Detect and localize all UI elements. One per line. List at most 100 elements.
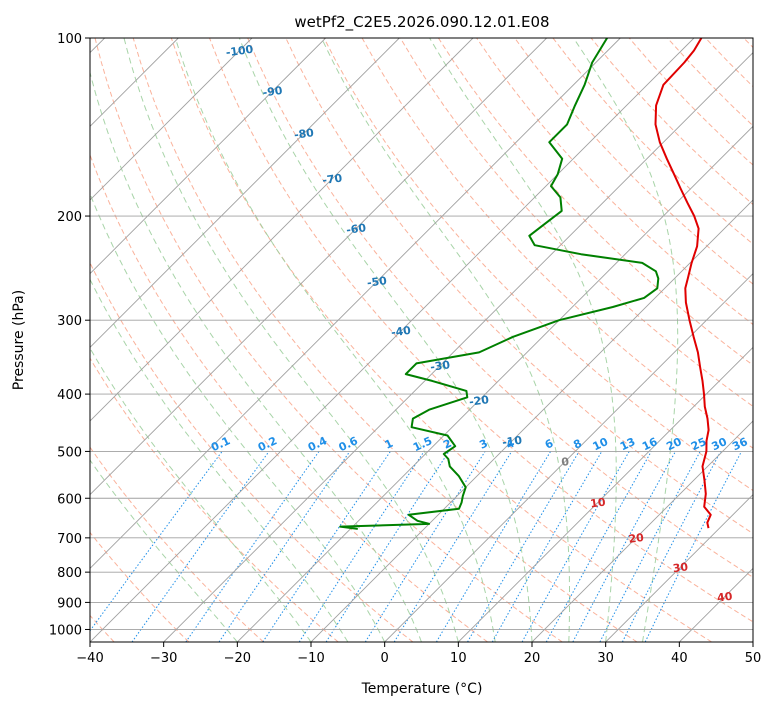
mixing-ratio-line — [131, 451, 270, 642]
isotherm-line — [90, 38, 547, 496]
mixing-ratio-line — [393, 451, 513, 642]
dry-adiabat — [667, 38, 753, 127]
mixing-ratio-label: 13 — [618, 435, 637, 453]
x-tick-label: 20 — [524, 651, 541, 666]
dry-adiabat — [514, 38, 753, 285]
mixing-ratio-line — [325, 451, 450, 642]
mixing-ratio-line — [218, 451, 351, 642]
dry-adiabat — [90, 446, 264, 642]
isotherm-line — [310, 199, 753, 642]
isotherm-label: -30 — [429, 358, 451, 374]
x-tick-label: −30 — [150, 651, 177, 666]
isotherm-label: 10 — [589, 495, 606, 510]
isotherm-line — [90, 38, 695, 642]
x-axis-label: Temperature (°C) — [361, 681, 483, 697]
dry-adiabat — [399, 38, 753, 408]
mixing-ratio-label: 6 — [543, 437, 556, 452]
moist-adiabat — [573, 38, 679, 642]
isotherm-label: 40 — [716, 590, 733, 605]
plot-frame — [89, 37, 754, 643]
isotherm-grid — [90, 38, 753, 642]
isotherm-label: 30 — [672, 560, 689, 575]
isotherm-label: 0 — [561, 455, 571, 469]
mixing-ratio-label: 16 — [640, 435, 660, 453]
dry-adiabat — [247, 38, 753, 578]
y-tick-label: 600 — [57, 492, 82, 507]
mixing-ratio-line — [644, 451, 742, 642]
isotherm-label: -80 — [293, 126, 315, 142]
y-tick-label: 300 — [57, 314, 82, 329]
mixing-ratio-line — [364, 451, 486, 642]
isotherm-label: -90 — [262, 84, 284, 100]
x-tick-label: −40 — [76, 651, 103, 666]
mixing-ratio-line — [521, 451, 630, 642]
dry-adiabat — [94, 38, 563, 642]
isotherm-line — [384, 273, 753, 642]
moist-adiabat — [123, 38, 459, 642]
isotherm-line — [163, 52, 753, 642]
dry-adiabat — [170, 38, 712, 642]
isotherm-label: -40 — [390, 324, 412, 340]
dry-adiabat — [90, 357, 339, 642]
plot-area: -100-90-80-70-60-50-40-30-20-10010203040… — [90, 38, 753, 642]
dry-adiabat — [90, 153, 488, 642]
dry-adiabat — [590, 38, 753, 206]
sounding-series — [339, 38, 712, 530]
x-axis: −40 −30 −20 −10 0 10 20 30 40 50 — [76, 642, 761, 666]
moist-adiabats — [90, 38, 679, 642]
isotherm-label: -100 — [225, 43, 254, 60]
dry-adiabat — [209, 38, 753, 623]
y-axis-label: Pressure (hPa) — [11, 290, 27, 390]
mixing-ratio-label: 10 — [591, 435, 611, 453]
dry-adiabat — [743, 38, 753, 49]
x-tick-label: 10 — [450, 651, 467, 666]
isotherm-line — [458, 346, 753, 642]
isotherm-line — [90, 38, 400, 348]
mixing-ratio-label: 36 — [730, 435, 750, 453]
mixing-ratio-line — [435, 451, 552, 642]
mixing-ratio-line — [185, 451, 320, 642]
isotherm-line — [531, 420, 753, 642]
dry-adiabat — [705, 38, 753, 88]
dry-adiabats — [90, 38, 753, 642]
dry-adiabat — [552, 38, 753, 245]
temperature-line — [654, 38, 712, 529]
mixing-ratio-line — [572, 451, 676, 642]
y-axis: 100 200 300 400 500 600 700 800 900 1000 — [49, 32, 90, 638]
moist-adiabat — [429, 38, 617, 642]
mixing-ratio-lines — [90, 451, 742, 642]
dewpoint-line — [339, 38, 660, 530]
y-tick-label: 400 — [57, 388, 82, 403]
mixing-ratio-label: 25 — [689, 435, 708, 453]
moist-adiabat — [321, 38, 571, 642]
dry-adiabat — [285, 38, 753, 535]
dry-adiabat — [132, 38, 638, 642]
mixing-ratio-label: 30 — [710, 435, 730, 453]
moist-adiabat — [90, 278, 349, 642]
x-tick-label: −20 — [224, 651, 251, 666]
moist-adiabat — [238, 38, 533, 642]
x-tick-label: 50 — [745, 651, 762, 666]
y-tick-label: 500 — [57, 445, 82, 460]
mixing-ratio-line — [621, 451, 722, 642]
x-tick-label: 0 — [381, 651, 389, 666]
dry-adiabat — [437, 38, 753, 366]
dry-adiabat — [323, 38, 753, 492]
x-tick-label: −10 — [297, 651, 324, 666]
isotherm-line — [752, 641, 753, 642]
isotherm-line — [90, 38, 474, 422]
chart-title: wetPf2_C2E5.2026.090.12.01.E08 — [294, 13, 549, 32]
x-tick-label: 40 — [671, 651, 688, 666]
isotherm-label: -10 — [501, 434, 523, 450]
isotherm-line — [237, 125, 753, 642]
mixing-ratio-label: 1 — [383, 437, 395, 452]
dry-adiabat — [90, 261, 414, 642]
line-labels: -100-90-80-70-60-50-40-30-20-10010203040… — [209, 43, 750, 605]
isotherm-line — [90, 38, 253, 201]
dry-adiabat — [90, 531, 190, 642]
moist-adiabat — [174, 38, 496, 642]
moist-adiabat — [90, 192, 386, 642]
mixing-ratio-line — [599, 451, 701, 642]
mixing-ratio-line — [90, 451, 223, 632]
mixing-ratio-line — [467, 451, 580, 642]
